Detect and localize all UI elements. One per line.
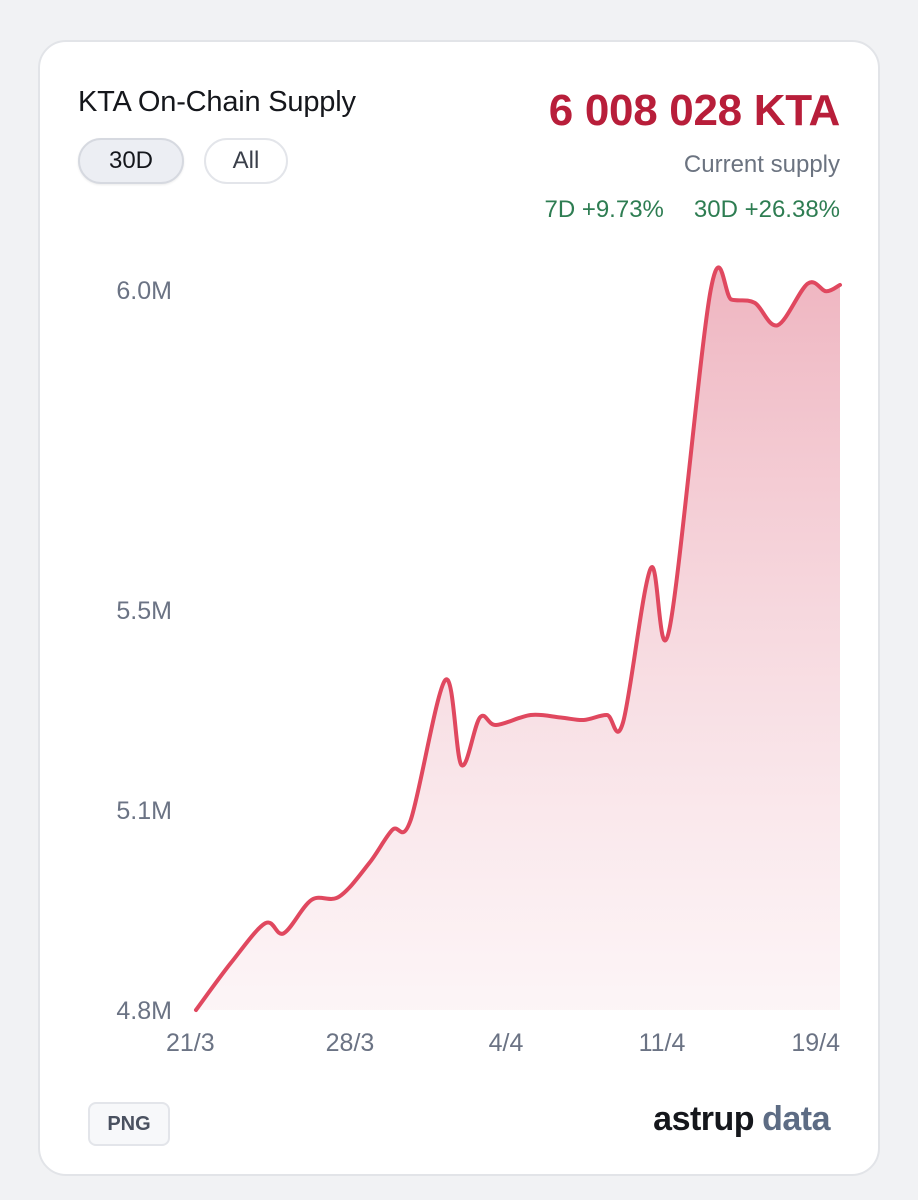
data-point-6	[367, 861, 371, 865]
current-supply-value: 6 008 028 KTA	[548, 86, 841, 135]
data-point-26	[838, 283, 842, 287]
data-point-13	[529, 713, 533, 717]
data-point-7	[390, 828, 394, 832]
data-point-21	[730, 298, 734, 302]
data-point-15	[582, 718, 586, 722]
data-point-19	[667, 628, 671, 632]
brand-text-secondary: data	[762, 1100, 830, 1138]
data-point-18	[649, 566, 653, 570]
change-7d: 7D +9.73%	[544, 196, 664, 223]
data-point-9	[443, 678, 447, 682]
current-supply-label: Current supply	[683, 151, 840, 178]
brand-logo: astrup data	[653, 1100, 830, 1139]
change-30d: 30D +26.38%	[693, 196, 840, 223]
data-point-12	[494, 723, 498, 727]
data-point-11	[478, 716, 482, 720]
brand-text-primary: astrup	[653, 1100, 755, 1138]
y-tick-label-0: 4.8M	[116, 997, 172, 1025]
data-point-0	[194, 1008, 198, 1012]
data-point-22	[753, 301, 757, 305]
x-tick-label-4: 19/4	[791, 1029, 840, 1057]
range-button-30d[interactable]: 30D	[78, 138, 184, 184]
y-tick-label-2: 5.5M	[116, 597, 172, 625]
data-point-25	[824, 289, 828, 293]
data-point-17	[621, 721, 625, 725]
range-button-all[interactable]: All	[204, 138, 288, 184]
data-point-3	[282, 931, 286, 935]
data-point-5	[337, 895, 341, 899]
series-area	[196, 267, 840, 1010]
data-point-8	[409, 818, 413, 822]
data-point-1	[229, 961, 233, 965]
x-tick-label-1: 28/3	[326, 1029, 375, 1057]
y-tick-label-3: 6.0M	[116, 277, 172, 305]
supply-area-chart: 4.8M 5.1M 5.5M 6.0M 21/3 28/3 4/4 11/4 19/4	[116, 265, 842, 1057]
x-tick-label-0: 21/3	[166, 1029, 215, 1057]
data-point-4	[309, 898, 313, 902]
series-line	[194, 265, 842, 1012]
data-point-10	[459, 763, 463, 767]
data-point-23	[776, 323, 780, 327]
data-point-14	[559, 716, 563, 720]
data-point-20	[709, 288, 713, 292]
x-tick-label-3: 11/4	[639, 1029, 686, 1057]
y-tick-label-1: 5.1M	[116, 797, 172, 825]
data-point-2	[263, 921, 267, 925]
chart-title: KTA On-Chain Supply	[78, 86, 356, 118]
x-tick-label-2: 4/4	[489, 1029, 524, 1057]
change-stats: 7D +9.73% 30D +26.38%	[544, 196, 840, 224]
export-png-button[interactable]: PNG	[88, 1102, 170, 1146]
data-point-24	[806, 282, 810, 286]
data-point-16	[605, 713, 609, 717]
